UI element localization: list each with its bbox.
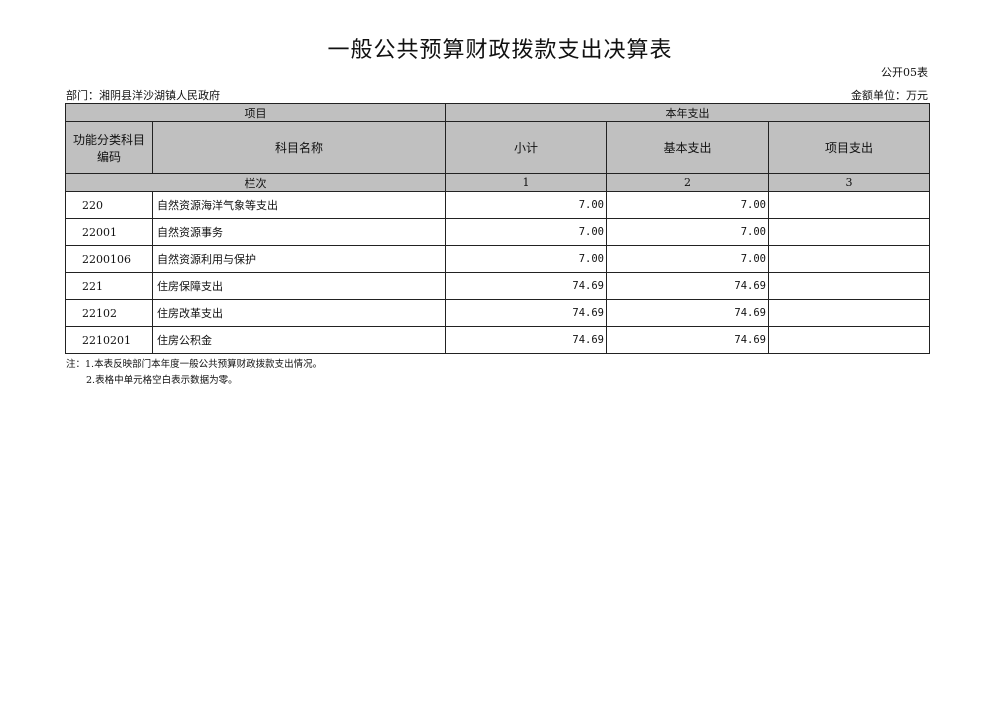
department: 部门：湘阴县洋沙湖镇人民政府 xyxy=(66,89,220,102)
header-current-year: 本年支出 xyxy=(445,103,930,122)
header-subtotal: 小计 xyxy=(445,121,607,174)
cell-name: 自然资源利用与保护 xyxy=(152,245,446,273)
expenditure-table: 项目 本年支出 功能分类科目编码 科目名称 小计 基本支出 项目支出 栏次 1 … xyxy=(65,103,930,354)
header-c3: 3 xyxy=(768,173,930,192)
note-2: 2.表格中单元格空白表示数据为零。 xyxy=(86,375,238,386)
cell-project xyxy=(768,326,930,354)
cell-project xyxy=(768,272,930,300)
table-row: 22001 自然资源事务 7.00 7.00 xyxy=(65,218,930,246)
cell-name: 自然资源海洋气象等支出 xyxy=(152,191,446,219)
cell-subtotal: 74.69 xyxy=(445,326,607,354)
cell-basic: 74.69 xyxy=(606,272,769,300)
header-col-index: 栏次 xyxy=(65,173,446,192)
cell-project xyxy=(768,218,930,246)
header-item: 项目 xyxy=(65,103,446,122)
header-func-code: 功能分类科目编码 xyxy=(65,121,153,174)
header-project: 项目支出 xyxy=(768,121,930,174)
cell-name: 住房改革支出 xyxy=(152,299,446,327)
table-row: 2200106 自然资源利用与保护 7.00 7.00 xyxy=(65,245,930,273)
cell-name: 住房公积金 xyxy=(152,326,446,354)
amount-unit: 金额单位：万元 xyxy=(851,89,928,102)
cell-code: 221 xyxy=(65,272,153,300)
header-c2: 2 xyxy=(606,173,769,192)
notes: 注：1.本表反映部门本年度一般公共预算财政拨款支出情况。 2.表格中单元格空白表… xyxy=(66,357,322,389)
cell-basic: 7.00 xyxy=(606,191,769,219)
form-code: 公开05表 xyxy=(881,66,928,79)
cell-subtotal: 74.69 xyxy=(445,272,607,300)
header-subject-name: 科目名称 xyxy=(152,121,446,174)
cell-project xyxy=(768,245,930,273)
cell-code: 2200106 xyxy=(65,245,153,273)
cell-basic: 7.00 xyxy=(606,218,769,246)
cell-name: 自然资源事务 xyxy=(152,218,446,246)
cell-code: 22102 xyxy=(65,299,153,327)
cell-project xyxy=(768,191,930,219)
table-row: 221 住房保障支出 74.69 74.69 xyxy=(65,272,930,300)
cell-subtotal: 7.00 xyxy=(445,191,607,219)
cell-name: 住房保障支出 xyxy=(152,272,446,300)
header-basic: 基本支出 xyxy=(606,121,769,174)
cell-subtotal: 7.00 xyxy=(445,245,607,273)
cell-project xyxy=(768,299,930,327)
header-c1: 1 xyxy=(445,173,607,192)
cell-basic: 74.69 xyxy=(606,326,769,354)
table-row: 220 自然资源海洋气象等支出 7.00 7.00 xyxy=(65,191,930,219)
cell-code: 22001 xyxy=(65,218,153,246)
cell-subtotal: 7.00 xyxy=(445,218,607,246)
cell-code: 220 xyxy=(65,191,153,219)
table-row: 2210201 住房公积金 74.69 74.69 xyxy=(65,326,930,354)
table-row: 22102 住房改革支出 74.69 74.69 xyxy=(65,299,930,327)
cell-code: 2210201 xyxy=(65,326,153,354)
cell-basic: 7.00 xyxy=(606,245,769,273)
cell-basic: 74.69 xyxy=(606,299,769,327)
note-1: 注：1.本表反映部门本年度一般公共预算财政拨款支出情况。 xyxy=(66,359,323,370)
cell-subtotal: 74.69 xyxy=(445,299,607,327)
page-title: 一般公共预算财政拨款支出决算表 xyxy=(327,38,673,63)
